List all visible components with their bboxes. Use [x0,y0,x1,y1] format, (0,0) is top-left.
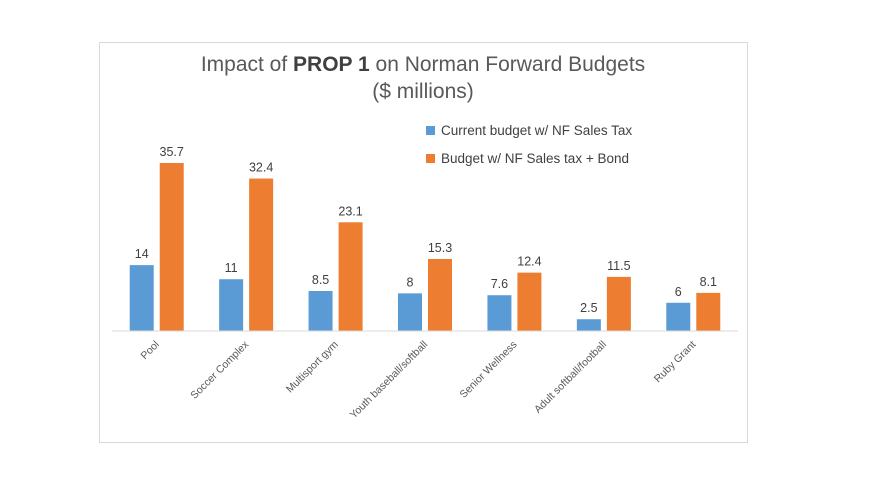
category-label-2: Multisport gym [284,338,341,395]
title-prefix: Impact of [201,53,293,76]
legend-label-0: Current budget w/ NF Sales Tax [441,123,632,138]
bar-bond-1 [249,178,274,331]
title-suffix: on Norman Forward Budgets [370,53,645,76]
category-label-4: Senior Wellness [458,339,520,401]
data-label-bond-4: 12.4 [517,255,541,269]
title-bold: PROP 1 [293,53,370,76]
bar-current-5 [576,319,601,331]
category-label-6: Ruby Grant [652,339,699,386]
data-label-current-3: 8 [407,275,414,289]
category-label-5: Adult softball/football [532,339,609,416]
data-label-current-1: 11 [225,261,238,275]
bar-current-2 [308,291,333,331]
category-label-1: Soccer Complex [188,338,251,401]
bar-current-0 [129,265,154,331]
legend-swatch-0 [426,126,435,135]
data-label-bond-5: 11.5 [607,259,630,273]
bar-current-1 [219,279,244,331]
chart-title: Impact of PROP 1 on Norman Forward Budge… [201,53,645,76]
category-labels: Pool Soccer Complex Multisport gym Youth ba… [138,338,698,421]
chart-subtitle: ($ millions) [372,80,474,103]
data-label-bond-1: 32.4 [249,161,273,175]
legend-label-1: Budget w/ NF Sales tax + Bond [441,151,629,166]
bar-current-6 [666,302,691,331]
data-label-current-4: 7.6 [491,277,508,291]
legend: Current budget w/ NF Sales Tax Budget w/ … [426,123,632,166]
data-label-bond-2: 23.1 [338,204,362,218]
data-labels: 14 35.7 11 32.4 8.5 23.1 8 15.3 7.6 12.4 2.5 11.5 6 8… [135,145,717,315]
bar-bond-4 [517,272,542,331]
chart-frame [99,42,748,443]
bar-bond-3 [428,259,452,331]
data-label-bond-0: 35.7 [160,145,184,159]
bar-bond-2 [338,222,363,331]
bars [129,163,721,331]
category-label-0: Pool [138,339,161,362]
data-label-current-2: 8.5 [312,273,329,287]
data-label-current-5: 2.5 [580,301,597,315]
data-label-bond-3: 15.3 [428,241,452,255]
bar-bond-5 [606,276,631,331]
legend-swatch-1 [426,154,435,163]
data-label-bond-6: 8.1 [700,275,717,289]
bar-current-4 [487,295,512,331]
data-label-current-6: 6 [675,285,682,299]
data-label-current-0: 14 [135,247,149,261]
bar-current-3 [398,293,422,331]
bar-bond-0 [159,163,184,331]
category-label-3: Youth baseball/softball [348,339,431,422]
bar-bond-6 [696,292,721,331]
